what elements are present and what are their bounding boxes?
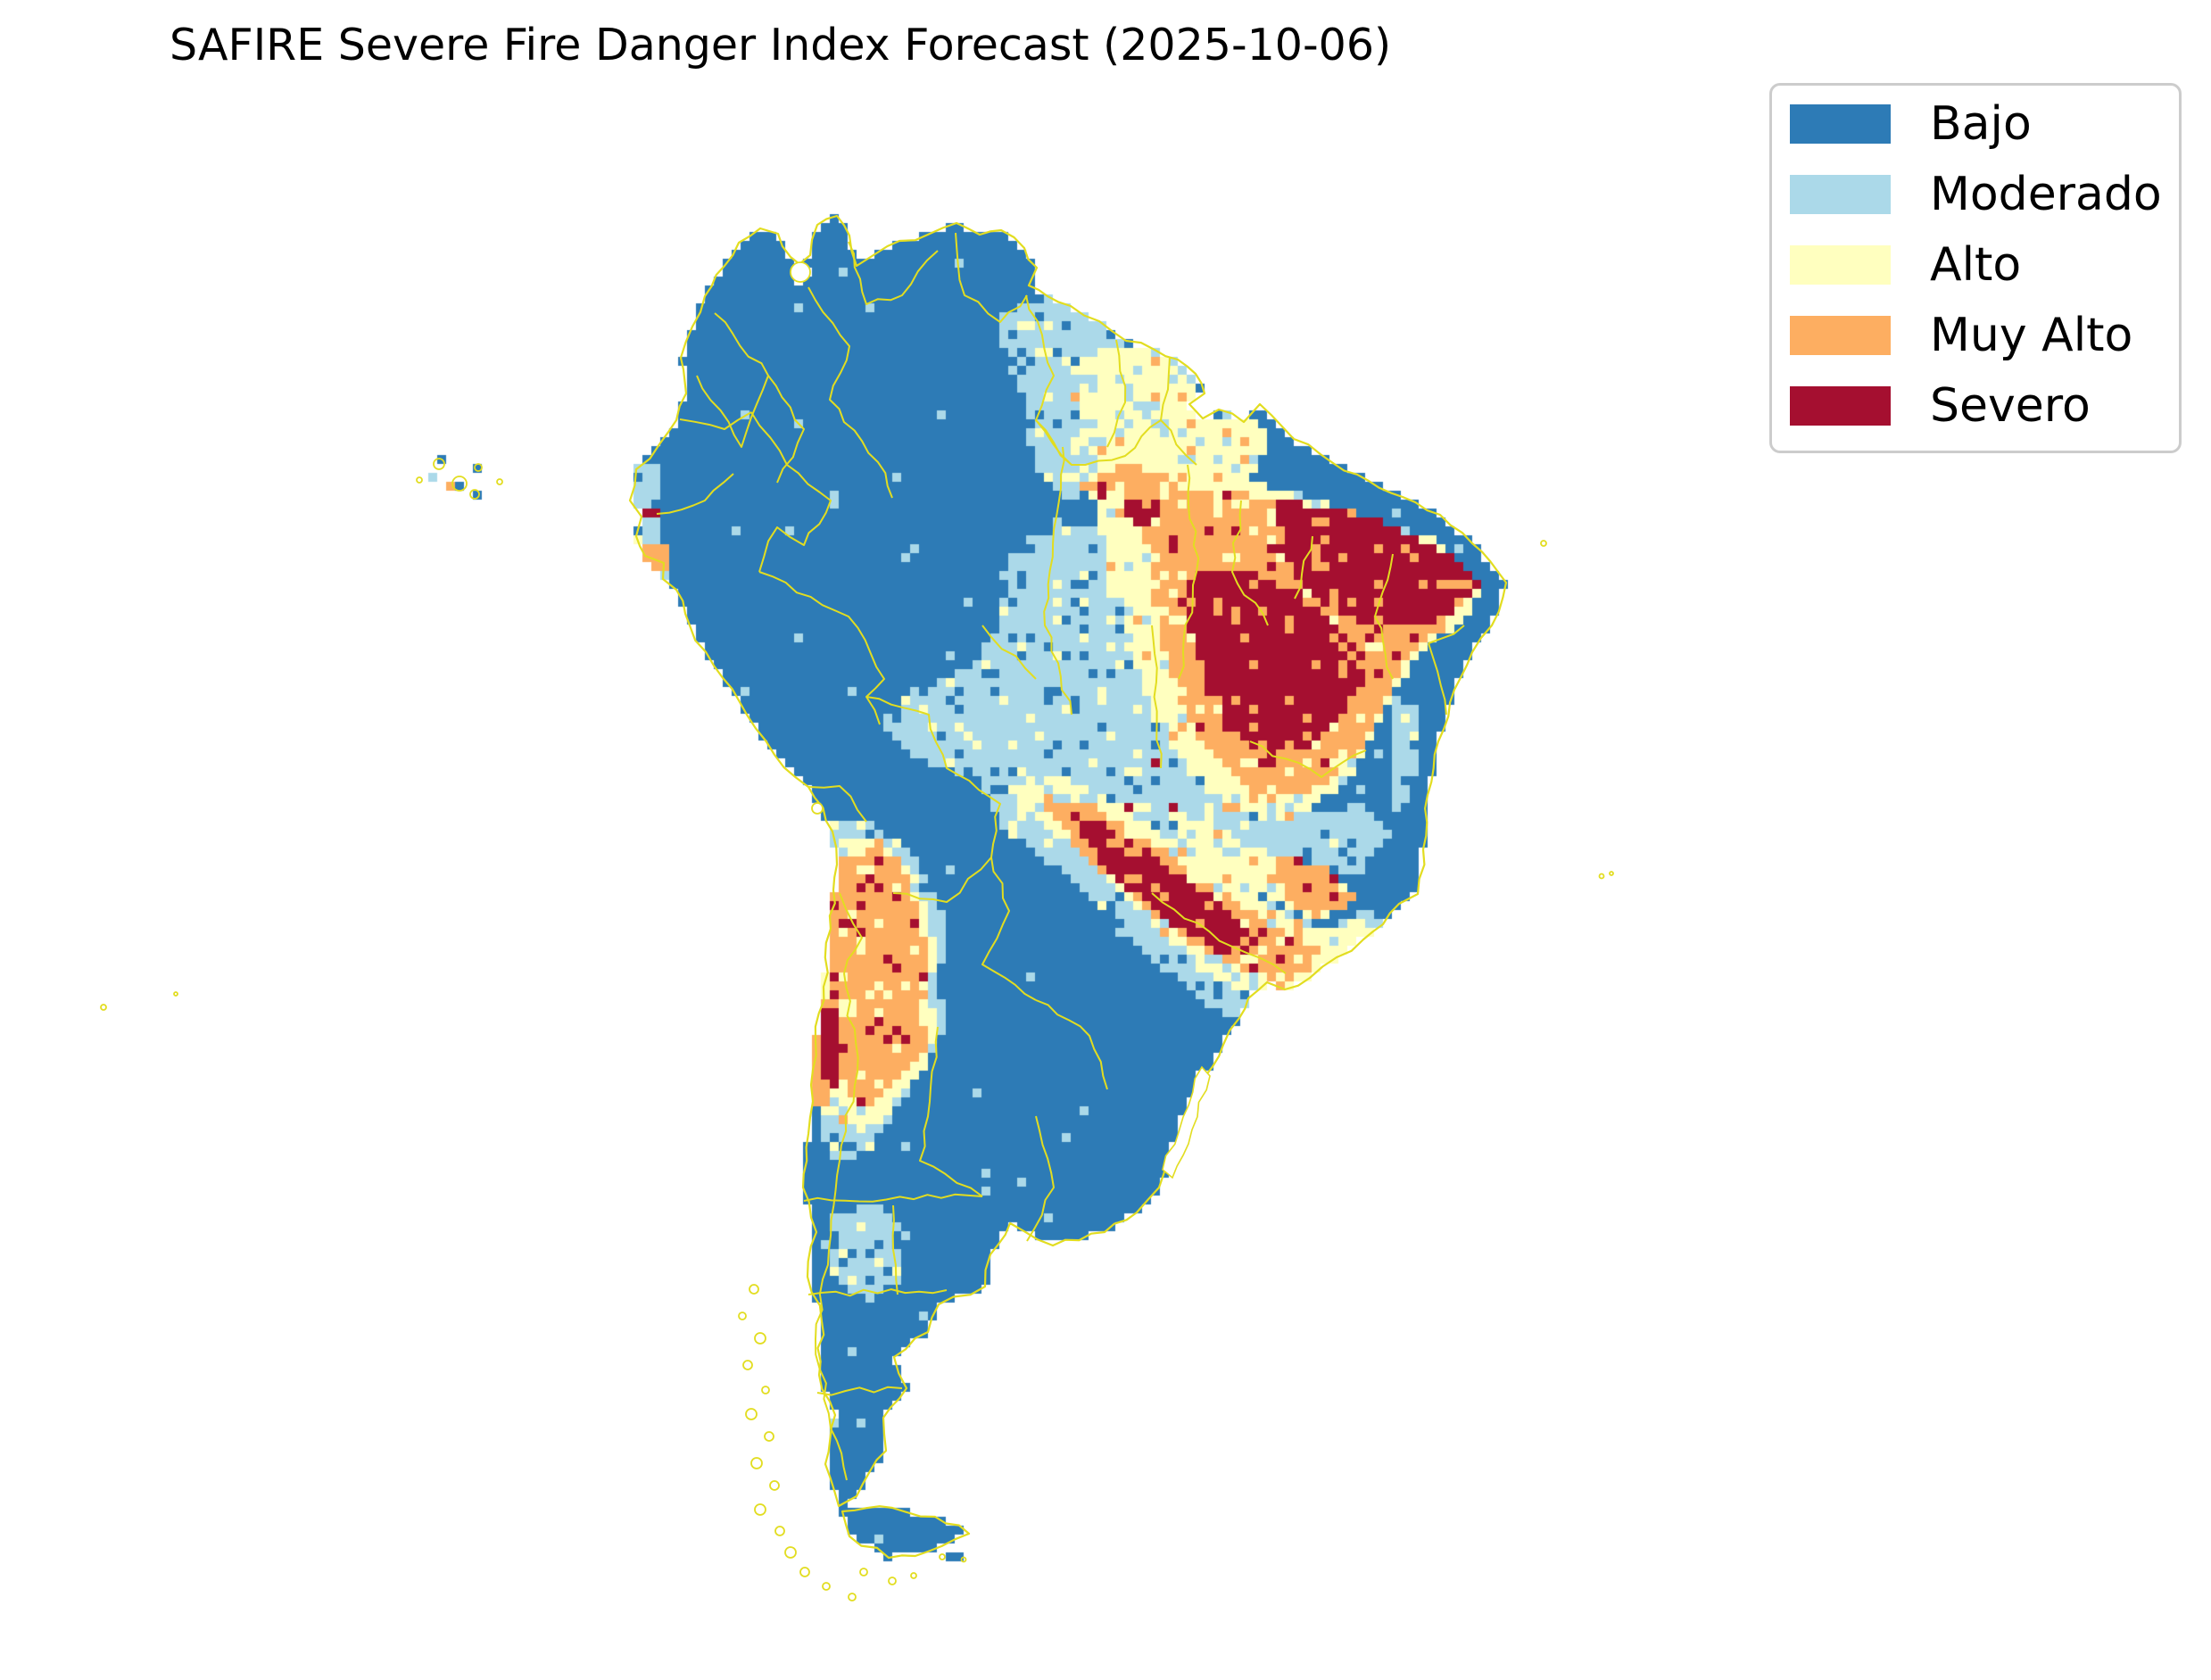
page-title: SAFIRE Severe Fire Danger Index Forecast… [170,20,1392,70]
legend-label-alto: Alto [1930,238,2022,292]
legend: Bajo Moderado Alto Muy Alto Severo [1769,83,2182,453]
legend-swatch-alto [1790,245,1891,285]
legend-item-alto: Alto [1790,238,2022,292]
legend-item-severo: Severo [1790,379,2091,433]
legend-item-moderado: Moderado [1790,171,2162,218]
legend-label-muy-alto: Muy Alto [1930,309,2133,362]
legend-swatch-severo [1790,386,1891,426]
legend-swatch-bajo [1790,104,1891,144]
legend-swatch-muy-alto [1790,316,1891,355]
legend-label-severo: Severo [1930,379,2091,433]
legend-swatch-moderado [1790,175,1891,214]
legend-item-muy-alto: Muy Alto [1790,312,2132,359]
legend-item-bajo: Bajo [1790,97,2032,151]
legend-label-moderado: Moderado [1930,168,2162,221]
legend-label-bajo: Bajo [1930,97,2032,151]
